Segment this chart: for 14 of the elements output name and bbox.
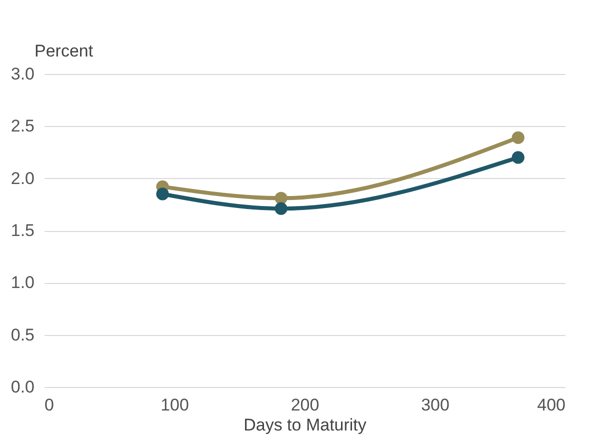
x-tick-label: 300 [421, 396, 450, 414]
x-tick-label: 400 [537, 396, 566, 414]
y-tick-label: 2.0 [10, 168, 34, 188]
x-tick-label: 100 [160, 396, 189, 414]
x-axis-title: Days to Maturity [244, 416, 367, 434]
y-tick-label: 0.0 [10, 378, 34, 396]
y-tick-label: 2.5 [10, 116, 34, 136]
x-tick-label: 0 [44, 396, 54, 414]
y-tick-label: 1.5 [10, 221, 34, 240]
y-tick-label: 1.0 [10, 273, 34, 292]
y-tick-label: 0.5 [10, 325, 34, 344]
y-axis-title: Percent [34, 42, 94, 60]
y-tick-label: 3.0 [10, 64, 34, 84]
x-tick-label: 200 [290, 396, 320, 414]
